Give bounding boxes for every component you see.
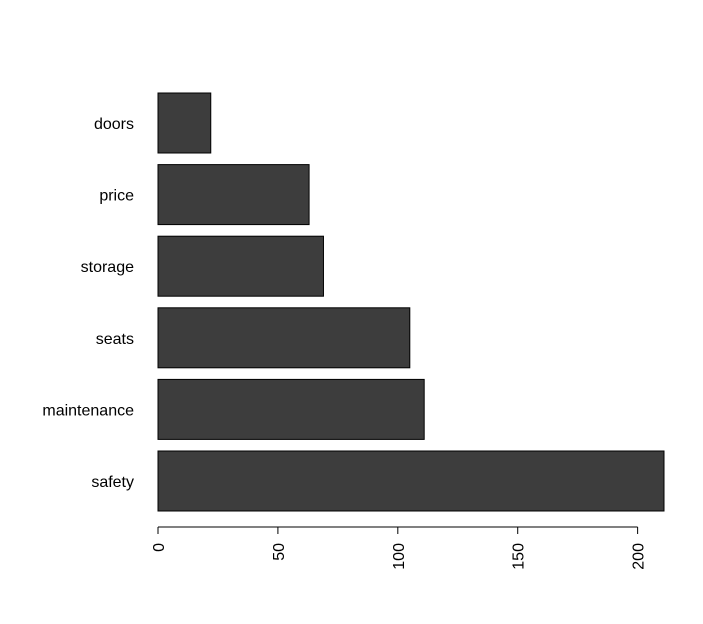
bar-doors xyxy=(157,92,212,154)
bar-storage xyxy=(157,235,324,297)
x-tick-label-0: 0 xyxy=(151,543,168,552)
category-label-maintenance: maintenance xyxy=(42,402,134,419)
category-label-seats: seats xyxy=(96,331,134,348)
category-label-safety: safety xyxy=(91,474,134,491)
x-tick-label-50: 50 xyxy=(271,543,288,561)
x-tick-label-200: 200 xyxy=(631,543,648,570)
bars-group xyxy=(157,92,665,512)
category-label-doors: doors xyxy=(94,116,134,133)
category-labels: safety maintenance seats storage price doors xyxy=(42,116,134,491)
bar-safety xyxy=(157,450,665,512)
x-tick-label-100: 100 xyxy=(391,543,408,570)
category-label-storage: storage xyxy=(81,259,134,276)
bar-maintenance xyxy=(157,378,425,440)
bar-seats xyxy=(157,307,411,369)
category-label-price: price xyxy=(99,188,134,205)
x-axis: 0 50 100 150 200 xyxy=(151,526,648,570)
bar-price xyxy=(157,164,310,226)
x-tick-label-150: 150 xyxy=(511,543,528,570)
